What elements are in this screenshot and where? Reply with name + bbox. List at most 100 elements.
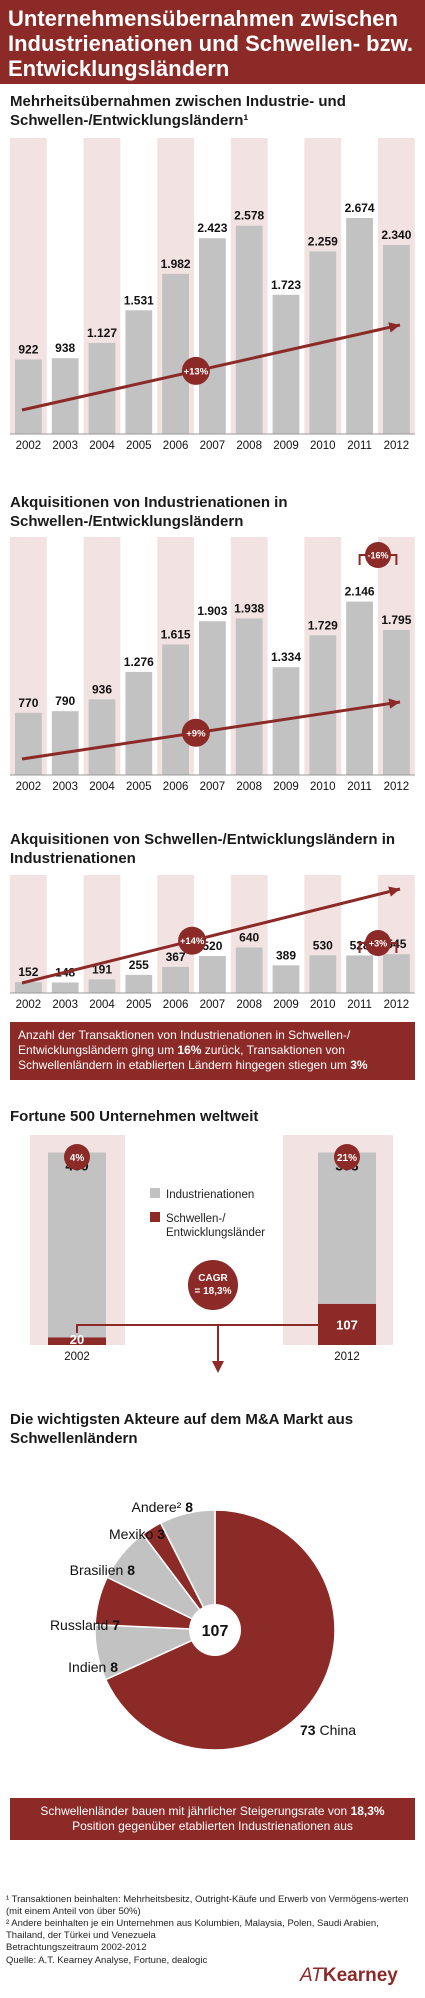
pie-label-brasilien: Brasilien 8 [70,1562,136,1578]
bar-2007 [199,238,226,434]
x-tick-2010: 2010 [310,440,336,452]
pie-total-label: 107 [202,1623,229,1640]
trend-arrow [21,700,401,761]
growth-connector-arrow-head [212,1361,224,1373]
legend-swatch-emerging [150,1212,160,1222]
pie-center [189,1604,241,1656]
share-label-2002: 4% [70,1153,85,1164]
data-label-2010: 530 [313,938,333,952]
bar-2003 [51,358,79,434]
x-tick-2010: 2010 [310,781,336,793]
x-tick-2012: 2012 [384,999,410,1011]
data-label-2006: 1.982 [161,257,191,271]
data-label-2008: 1.938 [234,601,264,615]
banner1-text-1: Anzahl der Transaktionen von Industriena… [18,1028,351,1057]
cagr-badge [188,1260,238,1310]
data-label-2006: 1.615 [161,628,191,642]
x-tick-2009: 2009 [273,440,299,452]
x-tick-2009: 2009 [273,999,299,1011]
bar-2011 [346,217,373,434]
source-note: Quelle: A.T. Kearney Analyse, Fortune, d… [6,1954,208,1966]
pie-label-andere: Andere² 8 [132,1499,194,1515]
footnote-1: ¹ Transaktionen beinhalten: Mehrheitsbes… [6,1894,409,1917]
chart1-bar-chart: 922 2002 938 2003 1.127 2004 1.531 2005 1.982 200… [10,138,415,452]
banner1-value-2: 3% [350,1058,368,1072]
data-label-2004: 936 [92,682,112,696]
bar-2005 [125,671,153,775]
banner2-text-2: Position gegenüber etablierten Industrie… [72,1819,353,1833]
trend-arrow-head [388,322,400,333]
pie-slice-andere [159,1509,216,1631]
x-tick-2012: 2012 [334,1351,360,1363]
data-label-2002: 770 [18,696,38,710]
cagr-label-line2: = 18,3% [195,1286,232,1297]
data-label-2011: 2.674 [345,201,375,215]
data-label-2010: 1.729 [308,618,338,632]
bar-2003 [51,711,79,775]
x-tick-2008: 2008 [236,781,262,793]
fortune500-title: Fortune 500 Unternehmen weltweit [10,1108,259,1125]
bar-2010 [309,955,337,993]
bar-emerging-2002 [48,1337,106,1345]
data-label-2006: 367 [166,950,186,964]
trend-label: +13% [184,366,209,377]
data-label-2005: 1.531 [124,293,154,307]
trend-badge [178,926,207,955]
data-label-2007: 520 [202,939,222,953]
fortune500-chart: 4802020024%393107201221%Industrienatione… [30,1135,393,1373]
x-tick-2004: 2004 [89,999,115,1011]
x-tick-2006: 2006 [163,781,189,793]
trend-arrow [21,887,401,985]
bar-2002 [15,359,42,434]
chart1-title: Mehrheitsübernahmen zwischen Industrie- … [10,93,346,129]
chart-background-band [10,875,47,993]
bar-2008 [235,618,263,775]
x-tick-2006: 2006 [163,999,189,1011]
bar-2007 [199,621,226,775]
legend-label-emerging-line2: Entwicklungsländer [166,1227,265,1239]
bar-2006 [162,644,189,775]
trend-arrow-head [388,886,400,897]
data-label-2012: 2.340 [381,228,411,242]
data-label-2012: 1.795 [381,613,411,627]
data-label-2009: 1.723 [271,278,301,292]
trend-arrow-head [388,698,400,709]
bar-2011 [346,955,373,993]
x-tick-2003: 2003 [52,781,78,793]
chart-background-band [83,875,121,993]
x-tick-2010: 2010 [310,999,336,1011]
bar-2004 [88,699,116,775]
banner1-text-2: zurück, Transaktionen von Schwellenlände… [18,1043,351,1072]
legend-label-emerging-line1: Schwellen-/ [166,1213,226,1225]
data-label-2008: 640 [239,930,259,944]
cagr-label-line1: CAGR [198,1273,228,1284]
x-tick-2012: 2012 [384,440,410,452]
x-tick-2011: 2011 [347,999,372,1011]
bar-2006 [162,273,189,434]
change-badge [365,542,391,568]
data-label-2002: 152 [18,965,38,979]
summary-banner-transactions: Anzahl der Transaktionen von Industriena… [10,1022,415,1080]
chart3-bar-chart: 1522002148200319120042552005367200652020… [10,875,415,1011]
data-label-2003: 790 [55,694,75,708]
period-note: Betrachtungszeitraum 2002-2012 [6,1942,147,1953]
data-label-2005: 255 [129,958,149,972]
pie-label-mexiko: Mexiko 3 [109,1526,165,1542]
bar-2002 [15,982,42,993]
pie-label-russland: Russland 7 [50,1617,120,1633]
data-label-2007: 2.423 [197,221,227,235]
bar-industrial-2012 [318,1152,376,1304]
bar-2011 [346,601,373,775]
data-label-2010: 2.259 [308,234,338,248]
chart3-title: Akquisitionen von Schwellen-/Entwicklung… [10,831,396,867]
data-label-2002: 922 [18,343,38,357]
growth-connector-arrow [76,1324,219,1367]
footnote-2: ² Andere beinhalten je ein Unternehmen a… [6,1918,379,1941]
x-tick-2005: 2005 [126,999,152,1011]
x-tick-2005: 2005 [126,440,152,452]
x-tick-2002: 2002 [16,440,42,452]
data-label-2009: 1.334 [271,650,301,664]
legend-swatch-industrial [150,1188,160,1198]
label-emerging-2012: 107 [336,1317,358,1332]
x-tick-2008: 2008 [236,440,262,452]
